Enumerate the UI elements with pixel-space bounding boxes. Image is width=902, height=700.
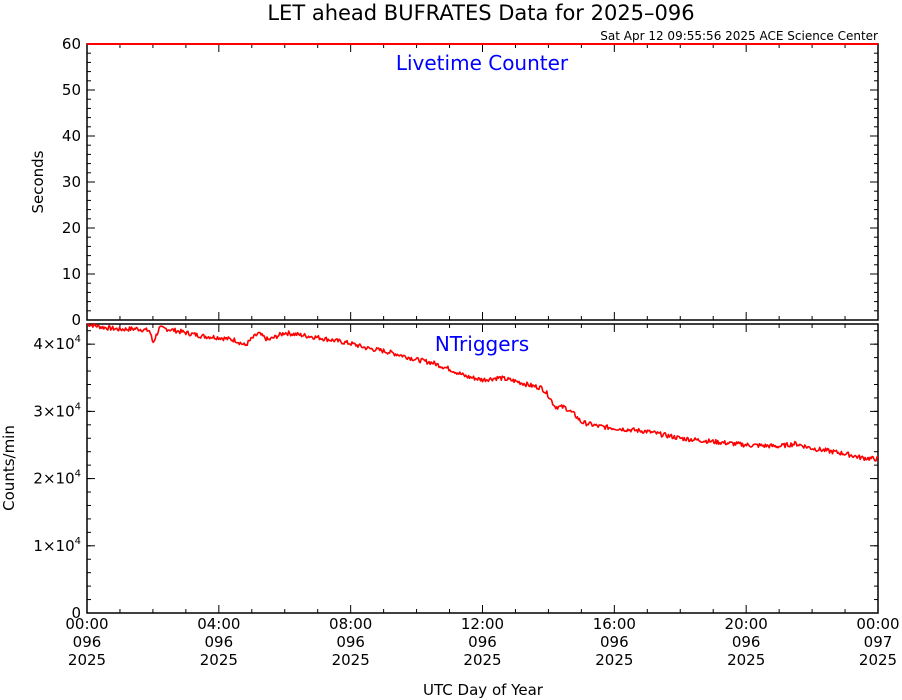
x-tick-label: 097 <box>864 633 893 651</box>
x-axis: 00:00096202504:00096202508:00096202512:0… <box>65 615 899 669</box>
x-tick-label: 096 <box>600 633 629 651</box>
x-tick-label: 2025 <box>200 651 238 669</box>
x-axis-label: UTC Day of Year <box>423 681 544 699</box>
x-tick-label: 096 <box>205 633 234 651</box>
y-tick-label: 10 <box>62 265 81 283</box>
y-axis-label-seconds: Seconds <box>29 150 47 213</box>
y-tick-label: 0 <box>71 311 81 329</box>
ntriggers-panel-label: NTriggers <box>435 332 529 356</box>
y-tick-label: 3×104 <box>33 401 81 420</box>
x-tick-label: 00:00 <box>65 615 108 633</box>
x-tick-label: 08:00 <box>329 615 372 633</box>
x-tick-label: 096 <box>336 633 365 651</box>
y-tick-label: 50 <box>62 81 81 99</box>
y-tick-label: 40 <box>62 127 81 145</box>
plot-frame <box>86 323 879 614</box>
y-tick-label: 0 <box>71 604 81 622</box>
x-tick-label: 2025 <box>859 651 897 669</box>
x-tick-label: 2025 <box>463 651 501 669</box>
x-tick-label: 096 <box>73 633 102 651</box>
x-tick-label: 096 <box>468 633 497 651</box>
ntriggers-panel: 0 1×104 2×104 3×104 4×104 NTriggers <box>33 322 879 622</box>
y-tick-label: 4×104 <box>33 334 81 353</box>
x-tick-label: 2025 <box>332 651 370 669</box>
plot-frame <box>86 43 879 321</box>
x-tick-label: 2025 <box>595 651 633 669</box>
chart-title: LET ahead BUFRATES Data for 2025–096 <box>267 1 694 25</box>
y-axis-label-counts: Counts/min <box>0 425 18 511</box>
x-tick-label: 12:00 <box>461 615 504 633</box>
x-tick-label: 00:00 <box>856 615 899 633</box>
x-tick-label: 2025 <box>68 651 106 669</box>
x-tick-label: 2025 <box>727 651 765 669</box>
y-tick-label: 2×104 <box>33 469 81 488</box>
livetime-panel: 0 10 20 30 40 50 60 Livetime Counter <box>62 35 879 329</box>
livetime-panel-label: Livetime Counter <box>396 51 569 75</box>
y-tick-label: 60 <box>62 35 81 53</box>
x-tick-label: 20:00 <box>725 615 768 633</box>
timestamp: Sat Apr 12 09:55:56 2025 ACE Science Cen… <box>600 29 878 43</box>
ntriggers-series-line <box>86 322 879 462</box>
y-tick-label: 1×104 <box>33 536 81 555</box>
y-tick-label: 30 <box>62 173 81 191</box>
x-tick-label: 04:00 <box>197 615 240 633</box>
x-tick-label: 16:00 <box>593 615 636 633</box>
x-tick-label: 096 <box>732 633 761 651</box>
y-tick-label: 20 <box>62 219 81 237</box>
